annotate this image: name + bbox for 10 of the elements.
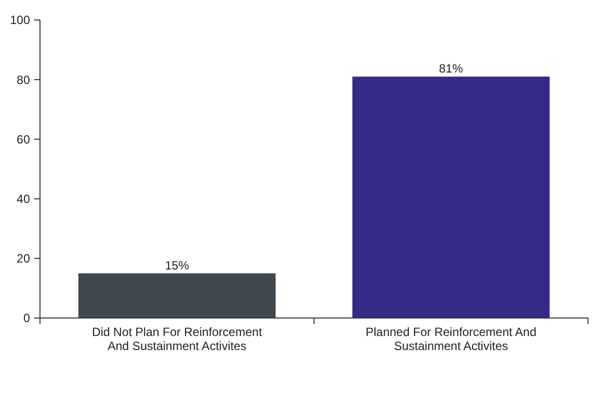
y-tick-label: 80 bbox=[16, 72, 30, 87]
data-label: 81% bbox=[438, 62, 464, 76]
x-tick-label: Planned For Reinforcement And Sustainment Activites bbox=[366, 325, 536, 353]
y-tick-label: 100 bbox=[10, 13, 30, 28]
data-label: 15% bbox=[164, 258, 190, 272]
x-tick-label: Did Not Plan For Reinforcement And Sustainment Activites bbox=[92, 325, 263, 353]
y-tick-label: 60 bbox=[16, 132, 30, 146]
y-tick-label: 20 bbox=[16, 252, 30, 266]
y-tick-label: 40 bbox=[16, 192, 30, 206]
y-tick-label: 0 bbox=[23, 311, 30, 326]
